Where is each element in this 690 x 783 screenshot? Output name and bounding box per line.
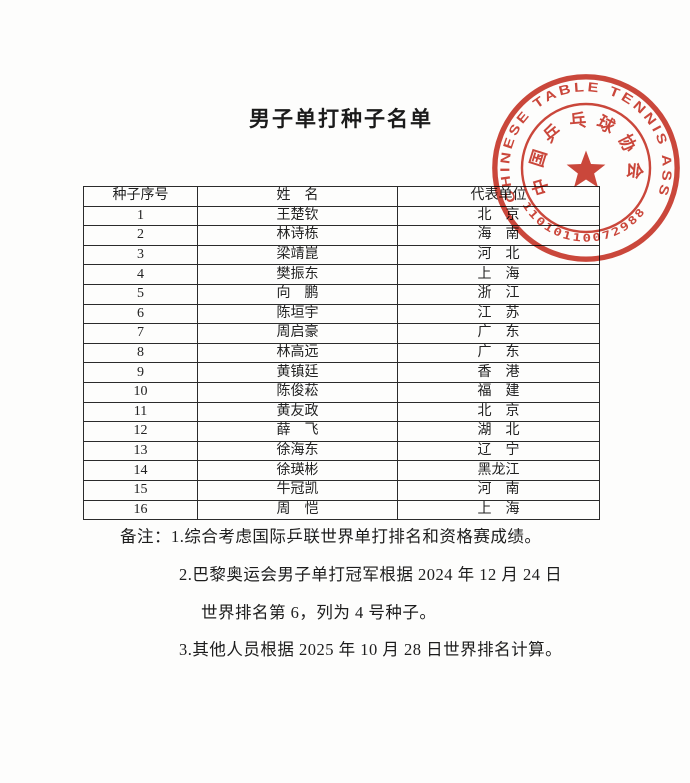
cell-name: 林诗栋 <box>197 225 398 246</box>
header-unit: 代表单位 <box>397 186 600 207</box>
cell-seed: 15 <box>83 479 198 501</box>
cell-seed: 9 <box>83 362 198 383</box>
cell-seed: 5 <box>83 283 198 305</box>
table-row: 11 黄友政北 京 <box>83 401 600 423</box>
cell-seed: 6 <box>83 303 198 325</box>
cell-seed: 16 <box>83 499 198 521</box>
cell-name: 徐海东 <box>197 440 398 462</box>
cell-name: 徐瑛彬 <box>197 460 398 481</box>
cell-unit: 广 东 <box>397 342 600 364</box>
table-row: 7 周启豪广 东 <box>83 323 600 344</box>
cell-name: 林高远 <box>197 342 398 364</box>
cell-name: 樊振东 <box>197 264 398 285</box>
table-header-row: 种子序号 姓 名 代表单位 <box>83 186 600 207</box>
cell-name: 陈俊菘 <box>197 381 398 403</box>
cell-unit: 香 港 <box>397 362 600 383</box>
table-row: 12 薛 飞湖 北 <box>83 421 600 442</box>
cell-seed: 4 <box>83 264 198 285</box>
cell-seed: 2 <box>83 225 198 246</box>
header-seed-number: 种子序号 <box>83 186 198 207</box>
cell-unit: 河 南 <box>397 479 600 501</box>
cell-seed: 1 <box>83 205 198 227</box>
cell-seed: 7 <box>83 323 198 344</box>
table-row: 13 徐海东辽 宁 <box>83 440 600 462</box>
table-row: 14 徐瑛彬 黑龙江 <box>83 460 600 481</box>
cell-name: 周启豪 <box>197 323 398 344</box>
cell-unit: 湖 北 <box>397 421 600 442</box>
cell-name: 梁靖崑 <box>197 244 398 266</box>
note-line-2: 2.巴黎奥运会男子单打冠军根据 2024 年 12 月 24 日 <box>179 565 563 584</box>
table-row: 9 黄镇廷香 港 <box>83 362 600 383</box>
table-row: 4 樊振东上 海 <box>83 264 600 285</box>
header-name: 姓 名 <box>197 186 398 207</box>
cell-seed: 3 <box>83 244 198 266</box>
cell-unit: 福 建 <box>397 381 600 403</box>
cell-name: 牛冠凯 <box>197 479 398 501</box>
table-row: 15 牛冠凯河 南 <box>83 479 600 501</box>
table-row: 8 林高远广 东 <box>83 342 600 364</box>
note-line-4: 3.其他人员根据 2025 年 10 月 28 日世界排名计算。 <box>179 640 563 659</box>
cell-unit: 海 南 <box>397 225 600 246</box>
cell-seed: 12 <box>83 421 198 442</box>
cell-unit: 上 海 <box>397 499 600 521</box>
cell-unit: 北 京 <box>397 401 600 423</box>
cell-unit: 广 东 <box>397 323 600 344</box>
cell-name: 向 鹏 <box>197 283 398 305</box>
cell-unit: 北 京 <box>397 205 600 227</box>
note-line-1: 备注：1.综合考虑国际乒联世界单打排名和资格赛成绩。 <box>120 527 542 546</box>
cell-name: 黄镇廷 <box>197 362 398 383</box>
stamp-english-text: CHINESE TABLE TENNIS ASSOCIATION <box>489 71 675 205</box>
cell-unit: 河 北 <box>397 244 600 266</box>
note-line-3: 世界排名第 6，列为 4 号种子。 <box>201 603 437 622</box>
cell-unit: 辽 宁 <box>397 440 600 462</box>
table-row: 10 陈俊菘福 建 <box>83 381 600 403</box>
table-row: 2 林诗栋海 南 <box>83 225 600 246</box>
cell-name: 黄友政 <box>197 401 398 423</box>
cell-unit: 黑龙江 <box>397 460 600 481</box>
table-row: 6 陈垣宇江 苏 <box>83 303 600 325</box>
table-row: 3 梁靖崑河 北 <box>83 244 600 266</box>
table-row: 16 周 恺上 海 <box>83 499 600 521</box>
red-star-icon <box>566 150 606 188</box>
cell-name: 陈垣宇 <box>197 303 398 325</box>
cell-unit: 上 海 <box>397 264 600 285</box>
cell-seed: 11 <box>83 401 198 423</box>
cell-seed: 13 <box>83 440 198 462</box>
cell-name: 王楚钦 <box>197 205 398 227</box>
cell-seed: 10 <box>83 381 198 403</box>
page-title: 男子单打种子名单 <box>249 108 433 131</box>
table-row: 1 王楚钦北 京 <box>83 205 600 227</box>
cell-name: 薛 飞 <box>197 421 398 442</box>
cell-seed: 14 <box>83 460 198 481</box>
seed-list-table: 种子序号 姓 名 代表单位 1 王楚钦北 京 2 林诗栋海 南 3 梁靖崑河 北 4 樊振东上… <box>83 186 600 521</box>
cell-seed: 8 <box>83 342 198 364</box>
cell-unit: 浙 江 <box>397 283 600 305</box>
cell-name: 周 恺 <box>197 499 398 521</box>
cell-unit: 江 苏 <box>397 303 600 325</box>
